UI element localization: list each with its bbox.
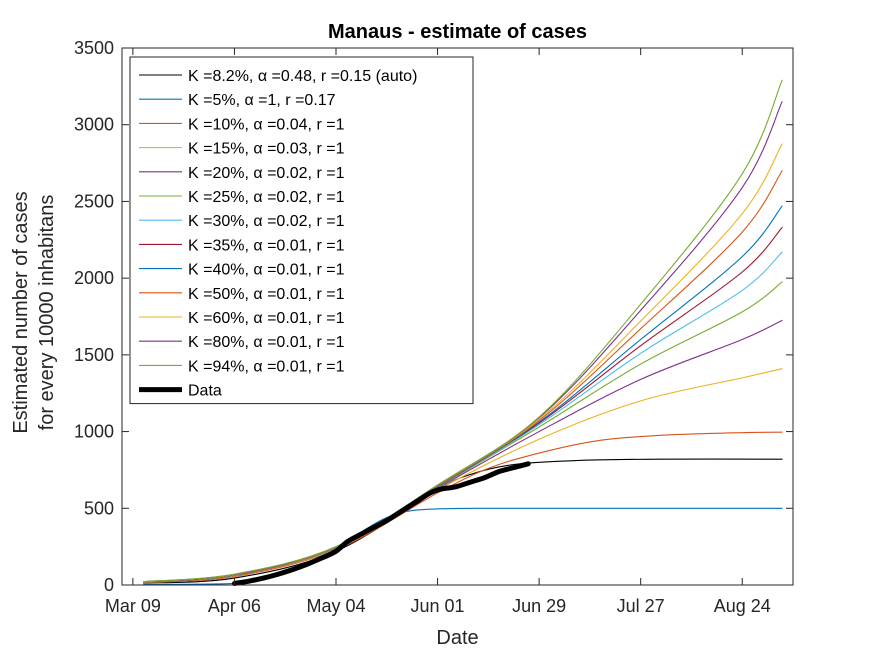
series-line-13 <box>143 79 783 583</box>
legend-label-12: K =80%, α =0.01, r =1 <box>188 334 345 351</box>
y-axis-title: Estimated number of cases for every 1000… <box>10 191 58 433</box>
legend-label-14: Data <box>188 383 222 400</box>
legend-label-2: K =5%, α =1, r =0.17 <box>188 92 336 109</box>
legend-label-13: K =94%, α =0.01, r =1 <box>188 358 345 375</box>
x-tick-label: Jul 27 <box>617 596 665 616</box>
legend-box <box>129 56 474 405</box>
legend-label-11: K =60%, α =0.01, r =1 <box>188 310 345 327</box>
y-tick-label: 1500 <box>74 345 114 365</box>
series-layer <box>143 79 783 586</box>
x-tick-label: May 04 <box>306 596 365 616</box>
y-tick-label: 500 <box>84 498 114 518</box>
legend-label-3: K =10%, α =0.04, r =1 <box>188 116 345 133</box>
series-line-14 <box>231 461 531 586</box>
y-axis-title-line-1: Estimated number of cases <box>10 191 32 433</box>
legend: K =8.2%, α =0.48, r =0.15 (auto) K =5%, α… <box>129 56 474 405</box>
y-tick-label: 1000 <box>74 422 114 442</box>
y-axis-title-line-2: for every 10000 inhabitans <box>36 195 58 431</box>
y-tick-label: 3000 <box>74 115 114 135</box>
y-tick-label: 0 <box>104 575 114 595</box>
y-tick-label: 2000 <box>74 268 114 288</box>
y-tick-label: 3500 <box>74 38 114 58</box>
y-ticks: 0 500 1000 1500 2000 2500 3000 3500 <box>74 38 793 595</box>
x-tick-label: Jun 01 <box>411 596 465 616</box>
x-tick-label: Apr 06 <box>208 596 261 616</box>
legend-label-6: K =25%, α =0.02, r =1 <box>188 189 345 206</box>
legend-label-10: K =50%, α =0.01, r =1 <box>188 286 345 303</box>
x-tick-label: Mar 09 <box>105 596 161 616</box>
series-line-3 <box>143 431 783 584</box>
x-axis-title: Date <box>436 627 478 649</box>
legend-label-4: K =15%, α =0.03, r =1 <box>188 141 345 158</box>
legend-label-9: K =40%, α =0.01, r =1 <box>188 262 345 279</box>
chart-title: Manaus - estimate of cases <box>328 21 587 43</box>
legend-label-7: K =30%, α =0.02, r =1 <box>188 213 345 230</box>
x-tick-label: Jun 29 <box>512 596 566 616</box>
series-line-1 <box>143 458 783 584</box>
legend-label-1: K =8.2%, α =0.48, r =0.15 (auto) <box>188 68 417 85</box>
axes-box <box>121 47 794 586</box>
x-ticks: Mar 09 Apr 06 May 04 Jun 01 Jun 29 Jul 27 Aug … <box>105 48 771 616</box>
legend-label-8: K =35%, α =0.01, r =1 <box>188 237 345 254</box>
y-tick-label: 2500 <box>74 191 114 211</box>
x-tick-label: Aug 24 <box>714 596 771 616</box>
legend-label-5: K =20%, α =0.02, r =1 <box>188 165 345 182</box>
